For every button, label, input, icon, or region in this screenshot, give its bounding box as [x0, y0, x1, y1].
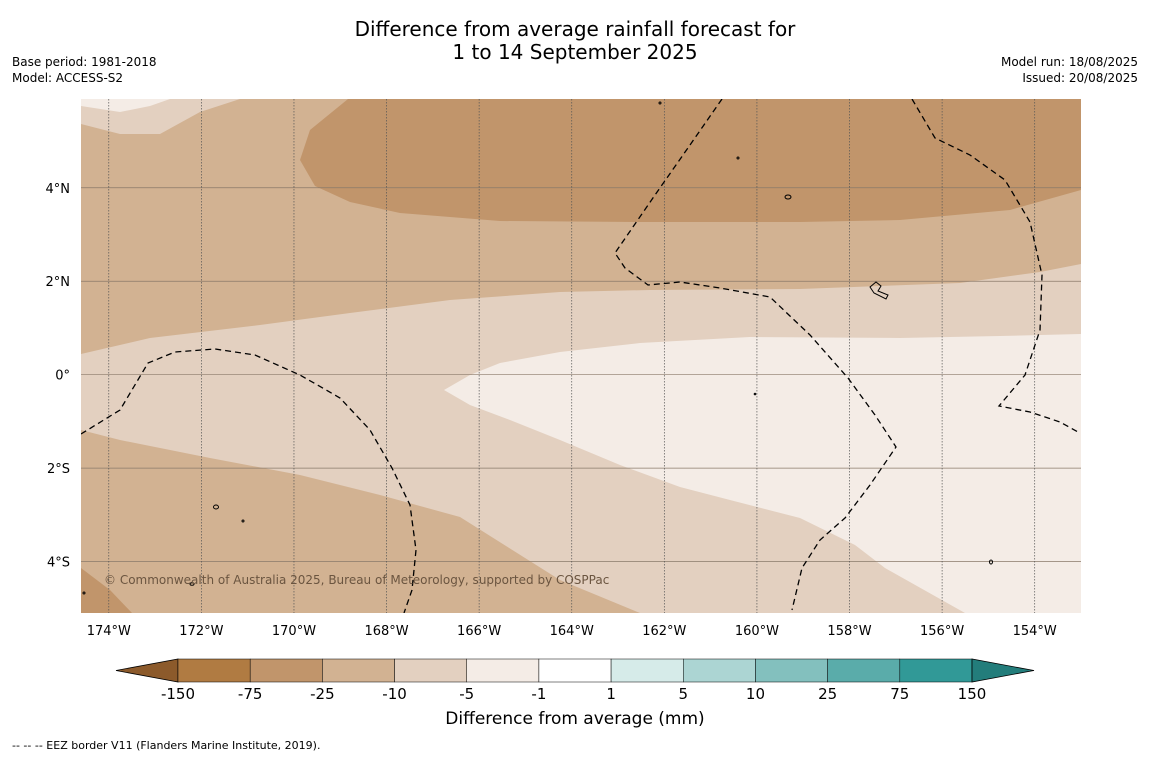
latitude-label: 4°S: [47, 556, 70, 571]
anomaly-band-minus-5-to-minus-1: [444, 334, 1081, 613]
colorbar: -150 -75 -25 -10 -5 -1 1 5 10 25 75 150: [115, 658, 1035, 703]
latitude-label: 4°N: [46, 182, 71, 197]
colorbar-extend-low: [115, 658, 179, 683]
latitude-gridlines: [81, 187, 1081, 562]
longitude-label: 170°W: [272, 624, 316, 639]
longitude-label: 166°W: [457, 624, 501, 639]
colorbar-tick-label: 10: [746, 685, 765, 703]
longitude-label: 158°W: [827, 624, 871, 639]
colorbar-segment: [322, 658, 395, 683]
colorbar-tick-label: 5: [678, 685, 688, 703]
longitude-label: 156°W: [920, 624, 964, 639]
colorbar-extend-high: [971, 658, 1035, 683]
model-info: Base period: 1981-2018 Model: ACCESS-S2: [12, 54, 157, 86]
island-shape: [753, 392, 757, 396]
colorbar-tick-label: 75: [890, 685, 909, 703]
eez-borders: [81, 99, 1079, 613]
latitude-label: 0°: [55, 369, 70, 384]
base-period-text: Base period: 1981-2018: [12, 55, 157, 69]
anomaly-patch-bottom-left: [81, 568, 132, 613]
colorbar-tick-label: -25: [310, 685, 335, 703]
island-shape: [213, 504, 219, 510]
eez-border-kiribati-east: [911, 99, 1079, 433]
longitude-label: 160°W: [735, 624, 779, 639]
colorbar-segment: [249, 658, 323, 683]
colorbar-tick-label: 1: [606, 685, 616, 703]
colorbar-segment: [755, 658, 828, 683]
island-shape: [241, 519, 245, 523]
longitude-labels: 174°W 172°W 170°W 168°W 166°W 164°W 162°W 160°W…: [87, 624, 1057, 639]
longitude-label: 168°W: [364, 624, 408, 639]
issued-text: Issued: 20/08/2025: [1022, 71, 1138, 85]
colorbar-tick-label: -1: [531, 685, 546, 703]
longitude-label: 154°W: [1013, 624, 1057, 639]
island-shape: [189, 582, 195, 586]
colorbar-segment: [538, 658, 612, 683]
longitude-label: 172°W: [179, 624, 223, 639]
colorbar-segment: [683, 658, 756, 683]
colorbar-tick-label: -150: [161, 685, 195, 703]
map-title: Difference from average rainfall forecas…: [0, 18, 1150, 64]
colorbar-segment: [394, 658, 467, 683]
island-shape: [82, 591, 86, 595]
eez-border-phoenix-line-islands: [614, 99, 897, 611]
latitude-label: 2°S: [47, 462, 70, 477]
longitude-label: 164°W: [550, 624, 594, 639]
colorbar-tick-label: -5: [459, 685, 474, 703]
anomaly-band-minus-75-to-minus-25: [300, 99, 1081, 222]
run-info: Model run: 18/08/2025 Issued: 20/08/2025: [1001, 54, 1138, 86]
colorbar-tick-label: 25: [818, 685, 837, 703]
eez-footnote: -- -- -- EEZ border V11 (Flanders Marine…: [12, 739, 321, 752]
colorbar-segment: [610, 658, 684, 683]
latitude-label: 2°N: [46, 275, 71, 290]
map-plot-area: © Commonwealth of Australia 2025, Bureau…: [81, 99, 1081, 613]
model-run-text: Model run: 18/08/2025: [1000, 55, 1138, 69]
latitude-labels: 4°N 2°N 0° 2°S 4°S: [46, 182, 71, 571]
copyright-text: © Commonwealth of Australia 2025, Bureau…: [104, 573, 609, 587]
colorbar-tick-label: 150: [958, 685, 987, 703]
longitude-label: 174°W: [87, 624, 131, 639]
colorbar-segment: [899, 658, 973, 683]
title-line-2: 1 to 14 September 2025: [452, 40, 698, 64]
title-line-1: Difference from average rainfall forecas…: [354, 17, 796, 41]
eez-border-samoa-tokelau: [81, 348, 417, 613]
colorbar-segment: [466, 658, 540, 683]
island-shape: [658, 101, 662, 105]
colorbar-tick-label: -75: [238, 685, 263, 703]
colorbar-segment: [177, 658, 251, 683]
anomaly-patch-top-left-inner: [81, 99, 170, 112]
colorbar-tick-label: -10: [382, 685, 407, 703]
island-shape: [989, 559, 993, 565]
colorbar-title: Difference from average (mm): [445, 709, 705, 729]
colorbar-segment: [827, 658, 901, 683]
island-shape: [784, 194, 792, 200]
islands: [82, 101, 993, 595]
island-shape: [736, 156, 740, 160]
model-text: Model: ACCESS-S2: [12, 71, 124, 85]
longitude-label: 162°W: [642, 624, 686, 639]
island-shape: [869, 281, 889, 300]
